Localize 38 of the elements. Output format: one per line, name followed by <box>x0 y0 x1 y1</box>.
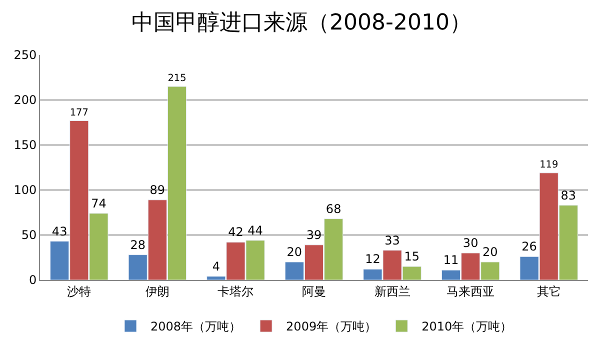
x-tick-label: 卡塔尔 <box>218 284 254 298</box>
legend-label: 2010年（万吨） <box>422 320 512 334</box>
data-label: 20 <box>286 245 302 259</box>
y-tick-label: 250 <box>14 48 37 62</box>
y-tick-label: 200 <box>14 93 37 108</box>
data-label: 215 <box>168 73 186 84</box>
data-label: 68 <box>326 202 342 216</box>
data-label: 177 <box>70 107 88 118</box>
x-tick-label: 马来西亚 <box>446 284 495 298</box>
chart-title: 中国甲醇进口来源（2008-2010） <box>132 10 472 36</box>
data-label: 89 <box>150 182 166 197</box>
data-label: 74 <box>91 196 106 210</box>
data-label: 33 <box>384 233 400 248</box>
data-label: 11 <box>443 253 459 268</box>
data-label: 44 <box>248 223 263 238</box>
data-label: 43 <box>52 224 68 238</box>
data-label: 12 <box>365 252 380 266</box>
y-tick-label: 0 <box>28 273 37 288</box>
data-label: 119 <box>540 159 558 170</box>
x-tick-label: 伊朗 <box>145 284 170 298</box>
x-tick-label: 新西兰 <box>374 284 410 298</box>
x-tick-label: 阿曼 <box>302 284 326 298</box>
legend-label: 2009年（万吨） <box>286 320 377 334</box>
data-label: 30 <box>462 236 478 250</box>
data-label: 20 <box>482 245 498 259</box>
x-tick-label: 其它 <box>536 284 561 298</box>
legend-label: 2008年（万吨） <box>150 320 242 334</box>
y-tick-label: 150 <box>14 138 37 152</box>
data-label: 4 <box>212 259 220 274</box>
data-label: 39 <box>306 228 322 242</box>
x-tick-label: 沙特 <box>67 284 92 298</box>
y-tick-label: 100 <box>14 183 37 198</box>
data-label: 42 <box>228 225 244 240</box>
data-label: 28 <box>130 238 146 252</box>
data-label: 26 <box>522 240 537 254</box>
data-label: 83 <box>560 188 576 202</box>
y-tick-label: 50 <box>21 228 37 242</box>
data-label: 15 <box>404 250 420 264</box>
